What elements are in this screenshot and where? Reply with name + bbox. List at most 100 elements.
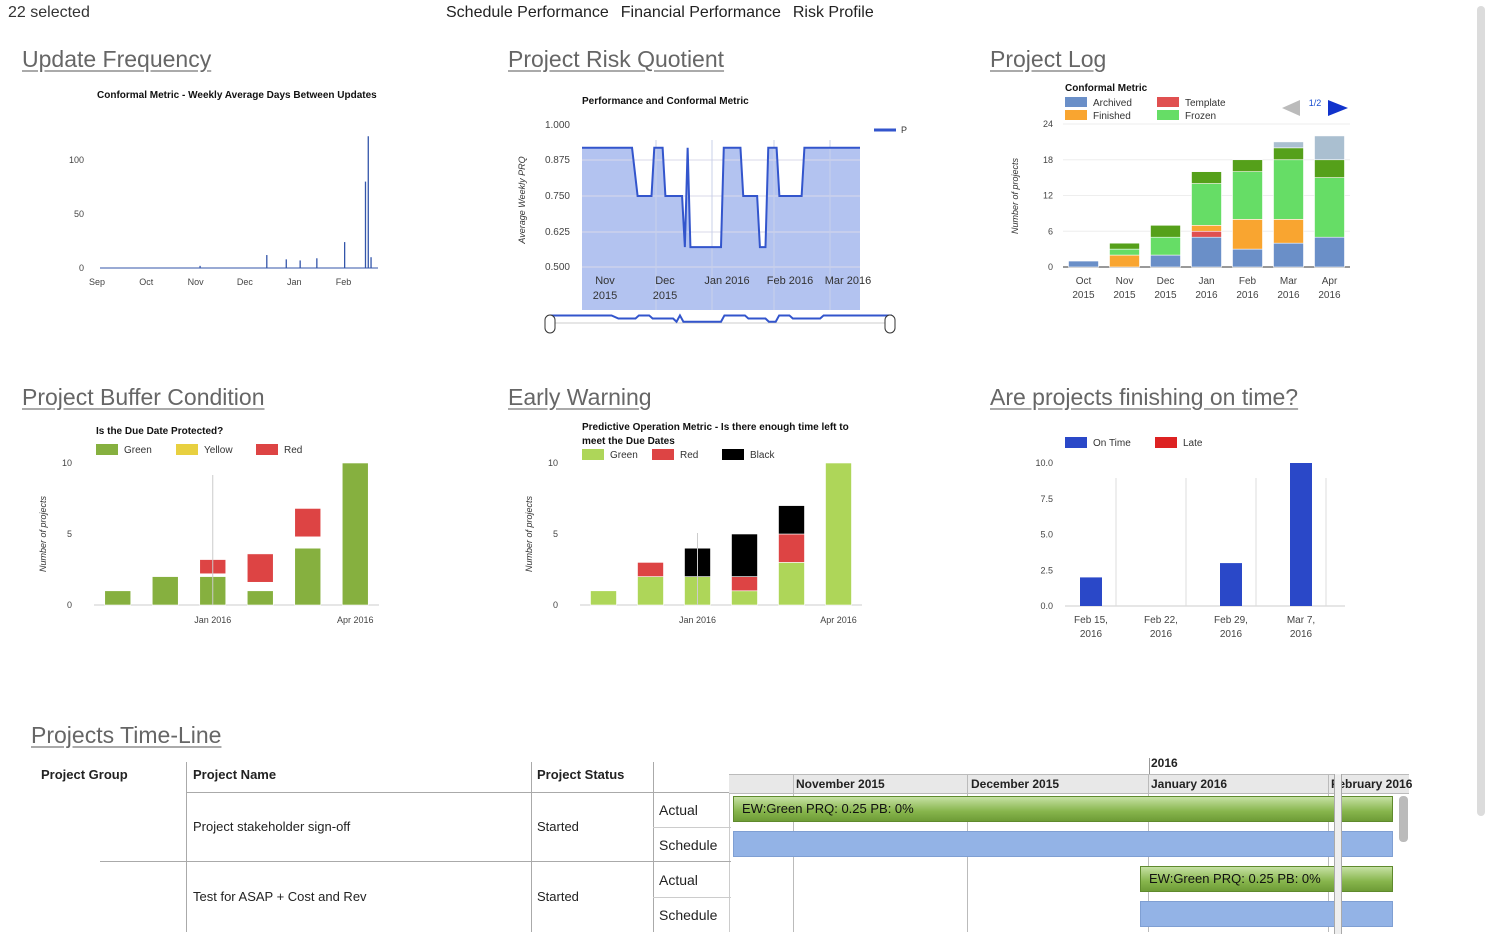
x-tick-label: 2015 (1154, 290, 1177, 301)
y-tick-label: 6 (1048, 226, 1053, 236)
y-tick-label: 0.625 (545, 227, 570, 238)
project-status: Started (537, 889, 579, 904)
x-tick-label: Oct (139, 277, 154, 287)
x-tick-label: Apr 2016 (820, 615, 857, 625)
col-header-group: Project Group (41, 767, 128, 782)
panel-title-risk-quotient[interactable]: Project Risk Quotient (508, 46, 725, 72)
bar-segment (778, 533, 805, 563)
risk-quotient-chart: Average Weekly PRQ 1.000 0.875 0.750 0.625 0.… (517, 120, 907, 334)
y-tick-label: 50 (74, 209, 84, 219)
legend-swatch (722, 449, 744, 460)
legend-swatch (1065, 437, 1087, 448)
chart-title: Performance and Conformal Metric (582, 96, 749, 107)
legend-swatch (652, 449, 674, 460)
x-tick-label: 2016 (1236, 290, 1259, 301)
bar-segment (1314, 135, 1345, 161)
bar-segment (1109, 248, 1140, 256)
bar-segment (778, 562, 805, 606)
bar (1290, 463, 1312, 606)
y-tick-label: 5.0 (1040, 530, 1053, 540)
chart-title: Predictive Operation Metric - Is there e… (582, 422, 849, 433)
nav-financial-performance[interactable]: Financial Performance (620, 4, 781, 21)
project-name[interactable]: Test for ASAP + Cost and Rev (193, 889, 367, 904)
y-tick-label: 2.5 (1040, 565, 1053, 575)
bar-segment (1191, 236, 1222, 268)
x-tick-label: 2016 (1195, 290, 1218, 301)
bar-segment (778, 505, 805, 535)
chart-title: Conformal Metric - Weekly Average Days B… (97, 90, 377, 101)
y-tick-label: 0.0 (1040, 601, 1053, 611)
panel-title-project-log[interactable]: Project Log (990, 46, 1107, 72)
bar-segment (825, 462, 852, 606)
nav-schedule-performance[interactable]: Schedule Performance (446, 4, 609, 21)
x-tick-label: Nov (595, 275, 615, 287)
timeline-scrollbar[interactable] (1399, 796, 1408, 842)
project-name[interactable]: Project stakeholder sign-off (193, 819, 351, 834)
x-tick-label: Apr (1322, 276, 1338, 287)
actual-bar[interactable]: EW:Green PRQ: 0.25 PB: 0% (733, 796, 1393, 822)
col-header-name: Project Name (193, 767, 277, 782)
area-fill (582, 147, 860, 310)
bar-segment (1232, 219, 1263, 250)
x-tick-label: Mar 2016 (825, 275, 871, 287)
on-time-chart: On Time Late 10.0 7.5 5.0 2.5 0.0 Feb 15, 2016 Fe… (1035, 437, 1345, 640)
y-tick-label: 0.750 (545, 191, 570, 202)
x-tick-label: Sep (89, 277, 105, 287)
bar-segment (731, 590, 758, 606)
legend-swatch (1065, 97, 1087, 107)
x-tick-label: Dec (655, 275, 675, 287)
y-axis-label: Average Weekly PRQ (517, 156, 527, 244)
bar-segment (1232, 171, 1263, 220)
y-tick-label: 0 (79, 263, 84, 273)
panel-title-on-time[interactable]: Are projects finishing on time? (990, 384, 1299, 410)
legend-label: Archived (1093, 98, 1132, 109)
divider (653, 827, 731, 828)
divider (531, 762, 532, 932)
x-tick-label: Feb (1239, 276, 1257, 287)
y-tick-label: 0.875 (545, 155, 570, 166)
x-tick-label: 2016 (1290, 629, 1313, 640)
bar-segment (1273, 147, 1304, 161)
legend-label: On Time (1093, 438, 1131, 449)
page-scrollbar[interactable] (1477, 6, 1485, 816)
y-tick-label: 100 (69, 155, 84, 165)
divider (186, 792, 731, 793)
bar-segment (1314, 177, 1345, 238)
timeline-table: Project Group Project Name Project Statu… (0, 756, 1470, 934)
nav-risk-profile[interactable]: Risk Profile (792, 4, 874, 21)
range-handle-right (884, 314, 896, 334)
y-tick-label: 10.0 (1035, 458, 1053, 468)
x-tick-label: 2015 (593, 290, 617, 302)
y-tick-label: 12 (1043, 191, 1053, 201)
panel-title-early-warning[interactable]: Early Warning (508, 384, 652, 410)
x-tick-label: Nov (1116, 276, 1134, 287)
x-tick-label: 2015 (1113, 290, 1136, 301)
legend-swatch (176, 444, 198, 455)
legend-swatch (1157, 110, 1179, 120)
y-axis-label: Number of projects (38, 495, 48, 572)
panel-title-timeline[interactable]: Projects Time-Line (31, 722, 222, 748)
schedule-bar[interactable] (1140, 901, 1393, 927)
legend-label: Red (284, 445, 302, 456)
bar-segment (637, 562, 664, 577)
panel-title-buffer-condition[interactable]: Project Buffer Condition (22, 384, 265, 410)
bar-segment (1191, 230, 1222, 238)
bar-segment (104, 590, 132, 606)
legend-label: Green (124, 445, 152, 456)
month-label: December 2015 (971, 777, 1060, 791)
actual-label: Actual (659, 802, 698, 818)
schedule-bar[interactable] (733, 831, 1393, 857)
schedule-label: Schedule (659, 837, 718, 853)
legend-swatch (96, 444, 118, 455)
actual-bar[interactable]: EW:Green PRQ: 0.25 PB: 0% (1140, 866, 1393, 892)
x-tick-label: 2015 (1072, 290, 1095, 301)
selection-count: 22 selected (8, 4, 90, 21)
legend-label: Template (1185, 98, 1226, 109)
y-tick-label: 10 (548, 458, 558, 468)
x-tick-label: Feb 29, (1214, 615, 1248, 626)
y-tick-label: 5 (67, 529, 72, 539)
legend-label: Red (680, 450, 698, 461)
panel-title-update-frequency[interactable]: Update Frequency (22, 46, 212, 72)
bar-segment (1109, 242, 1140, 250)
legend-label: Black (750, 450, 775, 461)
